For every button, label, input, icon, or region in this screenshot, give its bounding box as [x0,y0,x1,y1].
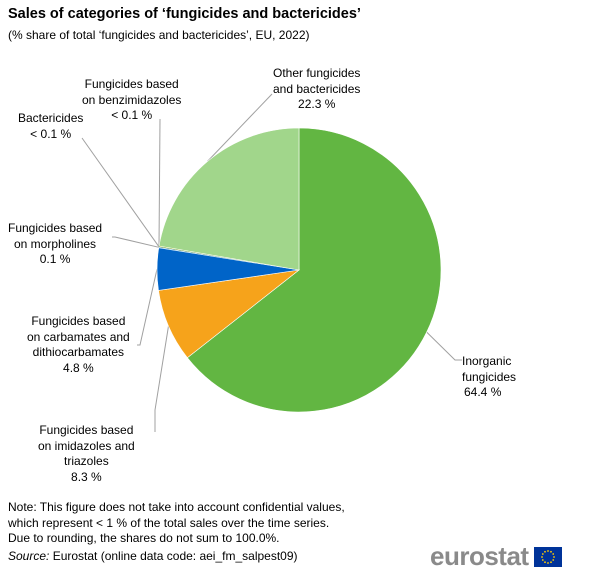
leader-other [207,93,273,162]
leader-carbamates [137,268,158,346]
label-morpholines-line-1: Fungicides based [8,221,103,235]
flag-star-icon [549,560,552,563]
label-benzimidazoles-line-2: on benzimidazoles [82,92,182,107]
pie-slices [156,127,442,413]
leader-benzimidazoles [158,118,161,247]
chart-title: Sales of categories of ‘fungicides and b… [8,6,361,22]
eu-flag-icon [533,546,562,567]
flag-star-icon [540,555,543,558]
label-inorganic-value: 64.4 % [464,385,502,399]
label-carbamates-value: 4.8 % [63,360,94,375]
leader-bactericides [81,137,160,247]
label-other: Other fungicides and bactericides 22.3 % [273,66,360,113]
flag-star-icon [552,555,555,558]
label-morpholines-value: 0.1 % [39,252,71,266]
label-benzimidazoles-line-1: Fungicides based [84,77,179,91]
flag-star-icon [541,552,544,555]
label-benzimidazoles-value: < 0.1 % [111,108,153,122]
flag-star-icon [546,561,549,564]
flag-star-icon [551,558,554,561]
label-imidazoles-line-2: on imidazoles and [38,438,135,453]
label-carbamates-line-1: Fungicides based [31,314,126,328]
label-other-line-1: Other fungicides [273,66,361,80]
note-line-2: which represent < 1 % of the total sales… [8,515,330,530]
flag-star-icon [551,552,554,555]
label-imidazoles-line-1: Fungicides based [39,423,134,437]
leader-lines [81,93,462,432]
label-carbamates: Fungicides based on carbamates and dithi… [27,314,130,376]
chart-note: Note: This figure does not take into acc… [8,500,345,547]
leader-morpholines [112,236,159,248]
label-imidazoles-line-3: triazoles [64,454,109,468]
label-bactericides: Bactericides < 0.1 % [18,111,83,142]
label-other-value: 22.3 % [298,97,336,111]
label-benzimidazoles: Fungicides based on benzimidazoles < 0.1… [82,77,181,124]
label-bactericides-line-1: Bactericides [18,111,84,125]
leader-inorganic [426,331,462,361]
flag-star-icon [549,550,552,553]
source-label: Source: [8,549,50,563]
flag-star-icon [541,558,544,561]
chart-source: Source: Eurostat (online data code: aei_… [8,549,298,563]
label-inorganic-line-2: fungicides [462,369,517,384]
label-carbamates-line-2: on carbamates and [27,329,130,344]
label-morpholines-line-2: on morpholines [14,236,97,251]
label-imidazoles: Fungicides based on imidazoles and triaz… [38,423,135,485]
flag-star-icon [543,560,546,563]
flag-star-icon [543,550,546,553]
label-morpholines: Fungicides based on morpholines 0.1 % [8,221,102,268]
slice-other [158,127,300,271]
label-inorganic-line-1: Inorganic [462,354,512,368]
label-imidazoles-value: 8.3 % [71,469,102,484]
label-inorganic: Inorganic fungicides 64.4 % [462,354,516,401]
leader-imidazoles [154,325,169,432]
slice-inorganic [186,127,442,413]
label-other-line-2: and bactericides [273,81,361,96]
slice-carbamates [156,247,300,291]
note-line-1: Note: This figure does not take into acc… [8,500,345,514]
flag-star-icon [546,549,549,552]
note-line-3: Due to rounding, the shares do not sum t… [8,531,280,545]
source-text: Eurostat (online data code: aei_fm_salpe… [49,549,298,563]
chart-subtitle: (% share of total ‘fungicides and bacter… [8,28,310,42]
eurostat-logo: eurostat [430,541,562,572]
logo-text: eurostat [430,541,529,571]
label-bactericides-value: < 0.1 % [30,126,72,141]
label-carbamates-line-3: dithiocarbamates [32,345,125,359]
